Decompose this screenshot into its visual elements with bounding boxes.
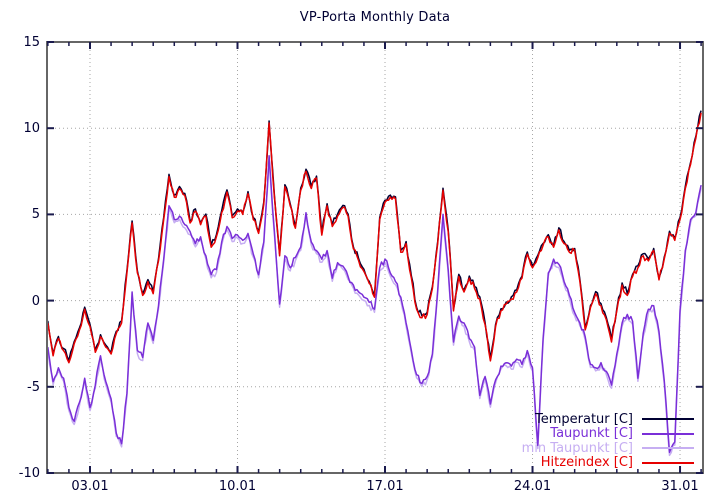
x-tick-label: 10.01 <box>218 479 257 494</box>
x-tick-label: 03.01 <box>71 479 109 494</box>
legend-line-sample-taupunkt <box>642 432 694 435</box>
legend-row-temperatur: Temperatur [C] <box>522 412 694 427</box>
legend-row-hitzeindex: Hitzeindex [C] <box>522 455 694 471</box>
x-tick-label: 24.01 <box>513 479 552 494</box>
chart-title: VP-Porta Monthly Data <box>299 10 451 25</box>
legend-line-sample-min-taupunkt <box>642 447 694 450</box>
plot-border <box>46 41 704 474</box>
series-line-temperatur <box>47 110 702 362</box>
series-line-taupunkt <box>47 155 702 454</box>
y-tick-label: 5 <box>31 207 40 223</box>
legend-label-temperatur: Temperatur [C] <box>535 411 633 427</box>
y-tick-label: -5 <box>27 379 40 395</box>
legend-row-min-taupunkt: min Taupunkt [C] <box>522 441 694 456</box>
legend-line-sample-hitzeindex <box>642 461 694 464</box>
y-tick-label: 0 <box>31 293 40 309</box>
x-tick-label: 17.01 <box>366 479 404 494</box>
legend-row-taupunkt: Taupunkt [C] <box>522 426 694 442</box>
legend-line-sample-temperatur <box>642 418 694 421</box>
y-tick-label: 15 <box>23 35 40 50</box>
legend-label-hitzeindex: Hitzeindex [C] <box>540 455 633 471</box>
legend-label-min-taupunkt: min Taupunkt [C] <box>521 440 633 456</box>
y-tick-label: 10 <box>23 121 40 137</box>
series-line-hitzeindex <box>47 112 702 364</box>
legend-label-taupunkt: Taupunkt [C] <box>550 426 633 442</box>
y-tick-label: -10 <box>18 466 40 481</box>
x-tick-label: 31.01 <box>661 479 699 494</box>
legend: Temperatur [C] Taupunkt [C] min Taupunkt… <box>522 412 694 470</box>
